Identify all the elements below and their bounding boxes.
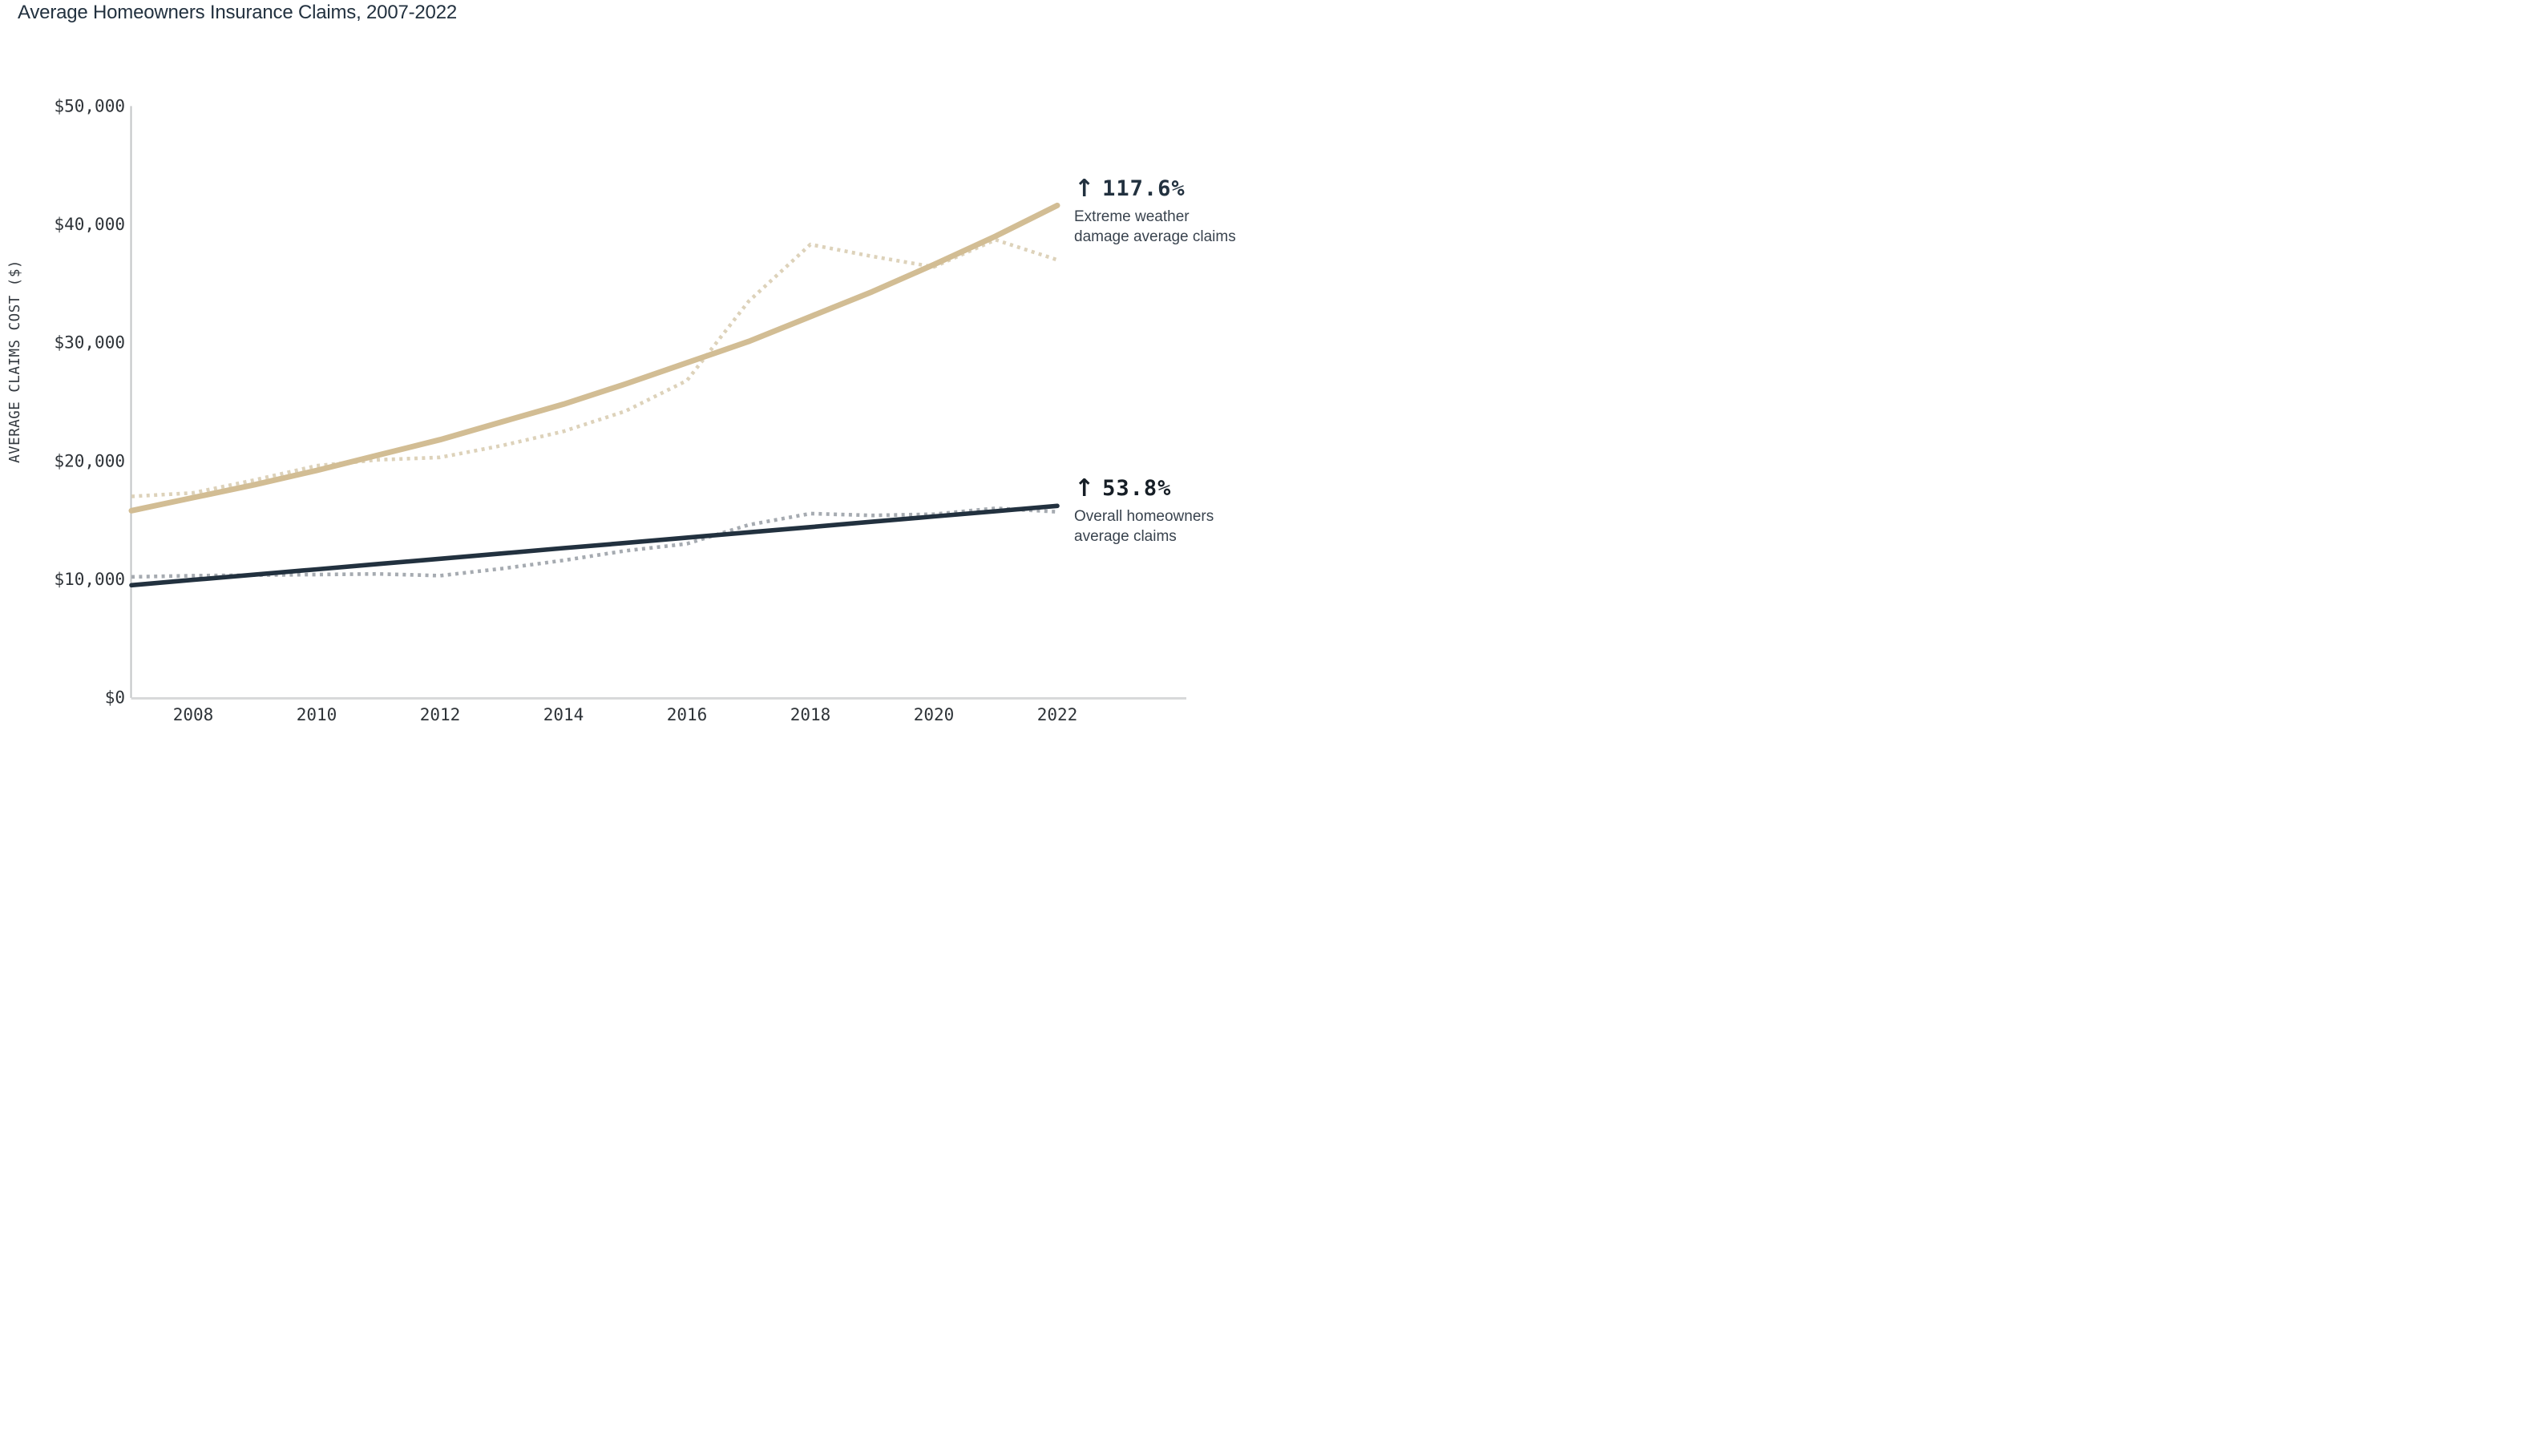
x-tick-label: 2020 [914,705,955,724]
x-tick-label: 2018 [790,705,831,724]
overall-homeowners-label-line2: average claims [1074,528,1177,546]
x-tick-label: 2014 [543,705,584,724]
overall-homeowners-label-line1: Overall homeowners [1074,508,1214,525]
x-tick-label: 2012 [420,705,461,724]
y-tick-label: $10,000 [54,570,125,589]
extreme-weather-trend-line [128,202,1060,514]
y-axis-title: AVERAGE CLAIMS COST ($) [7,260,23,463]
extreme-weather-label-line1: Extreme weather [1074,208,1190,225]
y-tick-label: $0 [105,688,125,708]
extreme-weather-change-pct: 117.6% [1102,176,1186,201]
overall-homeowners-trend-line [129,503,1060,588]
annotation-extreme-weather: ↑ 117.6% Extreme weather damage average … [1074,177,1258,247]
page-title: Average Homeowners Insurance Claims, 200… [18,2,457,23]
up-arrow-icon: ↑ [1074,175,1095,203]
extreme-weather-actual-line [131,237,1058,498]
y-tick-label: $30,000 [54,333,125,353]
overall-homeowners-actual-line [131,506,1058,579]
x-tick-label: 2008 [173,705,214,724]
overall-homeowners-change-pct: 53.8% [1102,476,1172,501]
claims-line-chart: $0 $10,000 $20,000 $30,000 $40,000 $50,000 200… [7,96,1186,724]
y-tick-label: $20,000 [54,451,125,470]
annotation-overall-homeowners: ↑ 53.8% Overall homeowners average claim… [1074,477,1258,547]
extreme-weather-label: Extreme weather damage average claims [1074,207,1258,247]
x-tick-label: 2010 [297,705,337,724]
x-tick-label: 2022 [1037,705,1078,724]
overall-homeowners-label: Overall homeowners average claims [1074,506,1258,547]
y-tick-label: $40,000 [54,215,125,234]
chart-page: Average Homeowners Insurance Claims, 200… [0,0,1270,728]
up-arrow-icon: ↑ [1074,474,1095,502]
y-tick-label: $50,000 [54,96,125,115]
extreme-weather-label-line2: damage average claims [1074,228,1236,246]
x-tick-label: 2016 [667,705,708,724]
